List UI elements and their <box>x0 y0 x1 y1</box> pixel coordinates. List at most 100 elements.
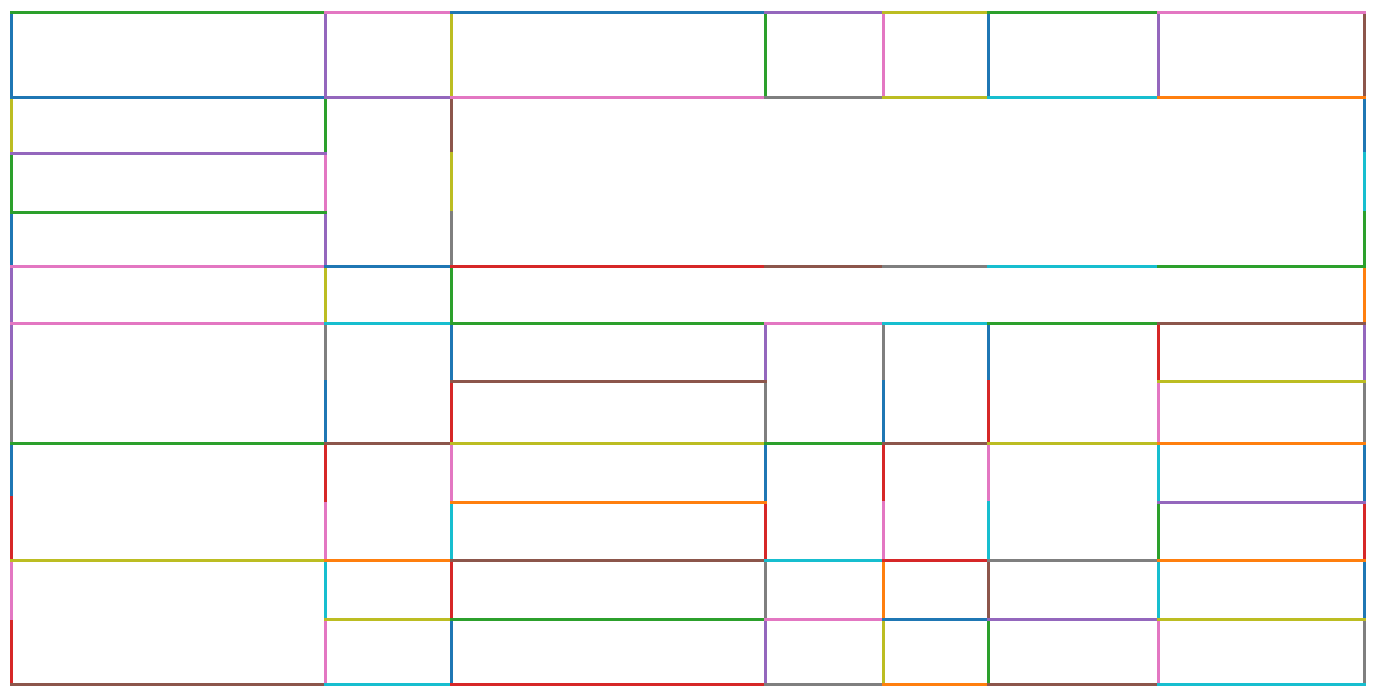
h-segment <box>449 321 767 325</box>
v-segment <box>323 558 327 621</box>
h-segment <box>9 95 327 99</box>
v-segment <box>763 10 767 99</box>
h-segment <box>986 558 1160 562</box>
v-segment <box>881 379 885 445</box>
h-segment <box>986 441 1160 445</box>
v-segment <box>986 441 990 504</box>
h-segment <box>986 617 1160 621</box>
v-segment <box>9 151 13 214</box>
v-segment <box>881 558 885 621</box>
h-segment <box>881 441 990 445</box>
v-segment <box>1156 500 1160 562</box>
v-segment <box>763 500 767 562</box>
v-segment <box>449 500 453 562</box>
v-segment <box>449 321 453 383</box>
v-segment <box>9 10 13 99</box>
v-segment <box>323 441 327 505</box>
h-segment <box>449 558 767 562</box>
v-segment <box>449 95 453 155</box>
v-segment <box>1362 264 1366 325</box>
v-segment <box>9 379 13 445</box>
v-segment <box>1156 441 1160 504</box>
h-segment <box>449 379 767 383</box>
v-segment <box>1362 95 1366 155</box>
v-segment <box>449 558 453 621</box>
h-segment <box>323 682 453 686</box>
v-segment <box>1362 617 1366 686</box>
v-segment <box>9 441 13 499</box>
v-segment <box>881 10 885 99</box>
v-segment <box>449 441 453 504</box>
h-segment <box>1156 321 1366 325</box>
v-segment <box>986 500 990 562</box>
h-segment <box>323 264 453 268</box>
h-segment <box>1156 558 1366 562</box>
h-segment <box>9 210 327 214</box>
v-segment <box>881 617 885 686</box>
v-segment <box>1362 321 1366 383</box>
h-segment <box>449 10 767 14</box>
h-segment <box>323 617 453 621</box>
h-segment <box>763 558 885 562</box>
h-segment <box>449 500 767 504</box>
h-segment <box>763 441 885 445</box>
h-segment <box>881 682 990 686</box>
h-segment <box>986 10 1160 14</box>
v-segment <box>1156 558 1160 621</box>
h-segment <box>449 441 767 445</box>
v-segment <box>1362 151 1366 214</box>
v-segment <box>763 321 767 383</box>
h-segment <box>763 682 885 686</box>
h-segment <box>763 95 885 99</box>
h-segment <box>9 321 327 325</box>
v-segment <box>1156 10 1160 99</box>
v-segment <box>881 321 885 383</box>
h-segment <box>881 617 990 621</box>
h-segment <box>1156 441 1366 445</box>
h-segment <box>1156 500 1366 504</box>
h-segment <box>763 321 885 325</box>
v-segment <box>763 558 767 621</box>
h-segment <box>1156 379 1366 383</box>
v-segment <box>881 441 885 504</box>
h-segment <box>986 95 1160 99</box>
v-segment <box>1362 558 1366 621</box>
h-segment <box>449 95 767 99</box>
h-segment <box>449 682 767 686</box>
h-segment <box>9 151 327 155</box>
v-segment <box>986 617 990 686</box>
h-segment <box>449 617 767 621</box>
v-segment <box>449 151 453 214</box>
v-segment <box>763 617 767 686</box>
v-segment <box>1156 617 1160 686</box>
v-segment <box>1362 441 1366 504</box>
v-segment <box>323 379 327 445</box>
v-segment <box>763 379 767 445</box>
v-segment <box>449 264 453 325</box>
v-segment <box>9 95 13 155</box>
v-segment <box>1362 210 1366 268</box>
h-segment <box>1156 682 1366 686</box>
v-segment <box>986 558 990 621</box>
v-segment <box>323 321 327 383</box>
h-segment <box>1156 95 1366 99</box>
v-segment <box>323 151 327 214</box>
v-segment <box>763 441 767 504</box>
v-segment <box>449 10 453 99</box>
v-segment <box>9 558 13 623</box>
v-segment <box>1156 379 1160 445</box>
h-segment <box>1156 264 1366 268</box>
v-segment <box>1362 500 1366 562</box>
h-segment <box>323 95 453 99</box>
h-segment <box>1156 617 1366 621</box>
h-segment <box>9 682 327 686</box>
v-segment <box>449 210 453 268</box>
v-segment <box>323 10 327 99</box>
v-segment <box>9 210 13 268</box>
v-segment <box>1362 10 1366 99</box>
v-segment <box>323 501 327 562</box>
v-segment <box>986 10 990 99</box>
h-segment <box>1156 10 1366 14</box>
v-segment <box>9 619 13 686</box>
v-segment <box>323 95 327 155</box>
